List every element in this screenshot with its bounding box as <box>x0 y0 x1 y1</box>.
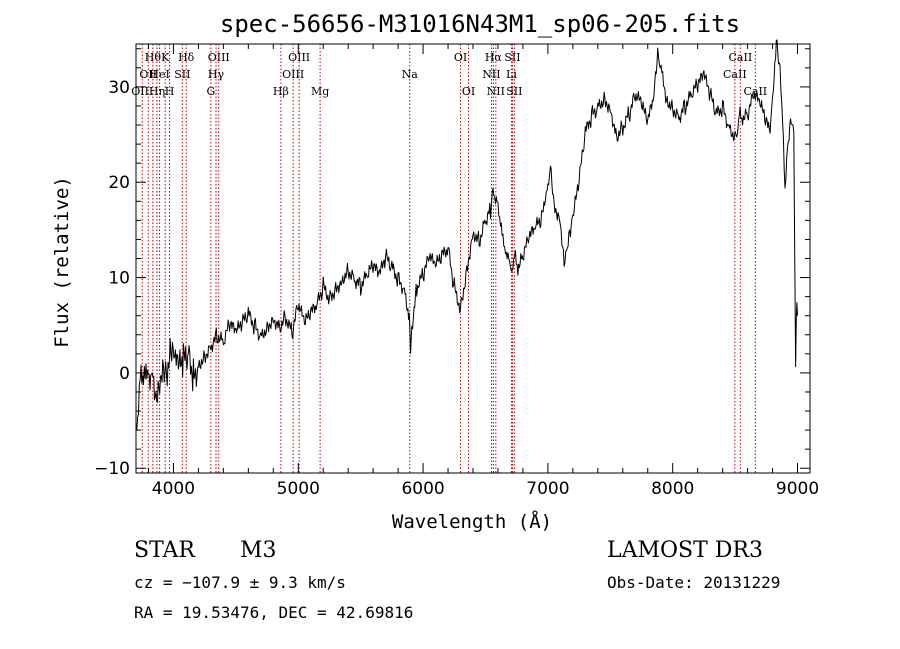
spectral-line-label: HeI <box>149 68 169 81</box>
spectral-line-label: Hβ <box>273 85 289 98</box>
spectral-line-label: OIII <box>131 85 153 98</box>
survey-name: LAMOST DR3 <box>607 538 763 563</box>
spectral-line-label: Hγ <box>208 68 225 81</box>
spectral-line-label: Hη <box>149 85 165 98</box>
spectral-line-label: Hα <box>485 51 503 64</box>
spectral-line-label: Mg <box>311 85 329 98</box>
spectral-line-label: H <box>165 85 175 98</box>
y-axis-label: Flux (relative) <box>51 176 73 348</box>
y-tick-label: 10 <box>108 269 130 289</box>
spectrum-series-line <box>135 39 798 431</box>
spectral-line-label: OIII <box>288 51 310 64</box>
x-tick-label: 5000 <box>277 479 320 499</box>
plot-frame <box>135 43 811 474</box>
chart-title: spec-56656-M31016N43M1_sp06-205.fits <box>220 10 740 38</box>
spectral-line-label: OI <box>454 51 467 64</box>
spectral-line-label: OIII <box>208 51 230 64</box>
spectral-line-label: OII <box>139 68 157 81</box>
object-subclass: M3 <box>240 538 277 563</box>
sky-coordinates: RA = 19.53476, DEC = 42.69816 <box>134 603 414 622</box>
spectral-line-label: Na <box>402 68 419 81</box>
spectral-line-label: Hθ <box>145 51 162 64</box>
spectral-line-label: SII <box>504 51 520 64</box>
x-tick-label: 4000 <box>152 479 195 499</box>
redshift-velocity: cz = −107.9 ± 9.3 km/s <box>134 573 346 592</box>
object-class: STAR <box>134 538 195 563</box>
spectral-line-label: Li <box>506 68 517 81</box>
x-tick-label: 9000 <box>776 479 819 499</box>
y-tick-label: 0 <box>119 364 130 384</box>
spectral-line-label: K <box>161 51 170 64</box>
y-tick-label: −10 <box>94 459 130 479</box>
x-tick-label: 8000 <box>651 479 694 499</box>
x-tick-label: 6000 <box>401 479 444 499</box>
spectral-line-label: CaII <box>723 68 747 81</box>
spectral-line-label: SII <box>174 68 190 81</box>
y-tick-label: 20 <box>108 173 130 193</box>
x-axis-label: Wavelength (Å) <box>392 510 552 533</box>
spectral-line-label: NII <box>482 68 500 81</box>
spectral-line-label: NII <box>487 85 505 98</box>
spectral-line-label: G <box>206 85 215 98</box>
spectral-line-label: CaII <box>743 85 767 98</box>
spectral-line-label: SII <box>506 85 522 98</box>
y-tick-label: 30 <box>108 78 130 98</box>
spectral-line-label: OI <box>462 85 475 98</box>
spectral-line-label: CaII <box>729 51 753 64</box>
spectral-line-label: Hδ <box>178 51 195 64</box>
observation-date: Obs-Date: 20131229 <box>607 573 781 592</box>
x-tick-label: 7000 <box>526 479 569 499</box>
spectral-line-label: OIII <box>282 68 304 81</box>
